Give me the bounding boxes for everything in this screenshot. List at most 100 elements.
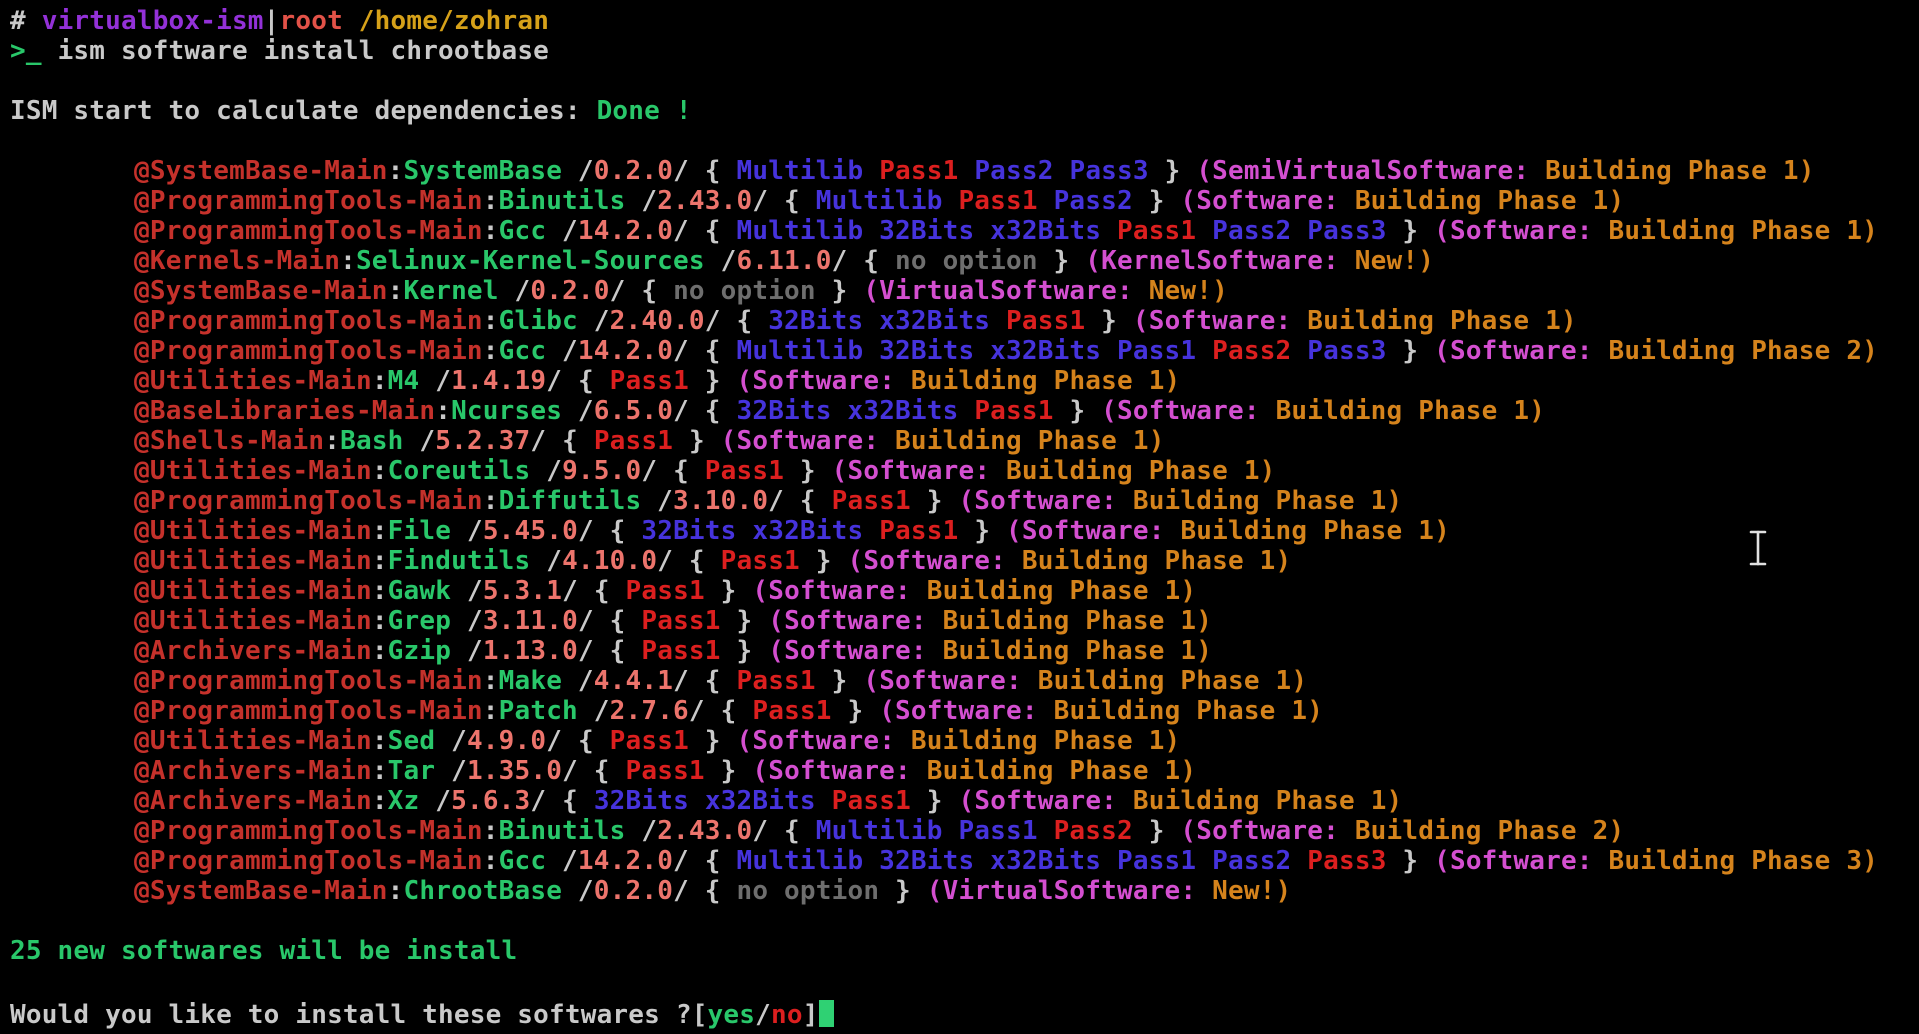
text-segment: >_: [10, 36, 42, 66]
text-segment: /: [419, 786, 452, 816]
text-segment: Pass1: [752, 696, 832, 726]
text-segment: (Software:: [958, 786, 1133, 816]
text-segment: /: [546, 366, 578, 396]
text-segment: [863, 156, 879, 186]
text-segment: :: [482, 816, 499, 846]
text-segment: Pass1: [879, 516, 959, 546]
package-line: @Utilities-Main:Gawk /5.3.1/ { Pass1 } (…: [10, 576, 1919, 606]
package-line: @ProgrammingTools-Main:Gcc /14.2.0/ { Mu…: [10, 846, 1919, 876]
text-segment: (Software:: [768, 636, 943, 666]
text-segment: :: [371, 606, 388, 636]
text-segment: Multilib: [736, 216, 864, 246]
text-segment: }: [815, 276, 864, 306]
text-segment: (Software:: [1180, 816, 1355, 846]
text-segment: /: [435, 726, 467, 756]
text-segment: (Software:: [1006, 516, 1181, 546]
text-segment: Tar: [387, 756, 436, 786]
text-segment: {: [609, 516, 642, 546]
text-segment: Building Phase 1): [942, 606, 1213, 636]
text-segment: Building Phase 1): [895, 426, 1165, 456]
text-segment: }: [1053, 396, 1102, 426]
text-segment: :: [482, 696, 499, 726]
text-segment: :: [482, 186, 499, 216]
summary-line: 25 new softwares will be install: [10, 936, 1919, 966]
text-segment: [1291, 216, 1307, 246]
text-segment: @Utilities-Main: [134, 726, 372, 756]
text-segment: @Utilities-Main: [134, 546, 372, 576]
text-segment: /: [609, 276, 642, 306]
text-segment: Multilib: [736, 156, 864, 186]
text-segment: /: [641, 486, 674, 516]
text-segment: Bash: [340, 426, 404, 456]
text-segment: [816, 786, 832, 816]
text-segment: }: [688, 726, 737, 756]
text-segment: }: [673, 426, 721, 456]
text-segment: Building Phase 1): [926, 576, 1197, 606]
text-segment: 9.5.0: [562, 456, 642, 486]
text-segment: /: [562, 876, 594, 906]
package-line: @Archivers-Main:Xz /5.6.3/ { 32Bits x32B…: [10, 786, 1919, 816]
text-segment: @Shells-Main: [134, 426, 325, 456]
text-segment: (KernelSoftware:: [1085, 246, 1355, 276]
text-segment: Building Phase 1): [1037, 666, 1308, 696]
text-segment: New!): [1148, 276, 1228, 306]
text-segment: Pass1: [609, 726, 689, 756]
text-segment: Pass2: [1053, 816, 1133, 846]
text-segment: ]: [802, 1000, 819, 1030]
text-segment: (Software:: [1180, 186, 1355, 216]
text-segment: {: [704, 846, 737, 876]
text-segment: [1038, 816, 1054, 846]
text-segment: SystemBase: [403, 156, 563, 186]
text-segment: /: [704, 306, 737, 336]
text-segment: :: [435, 396, 452, 426]
text-segment: |: [263, 6, 280, 36]
install-prompt-line[interactable]: Would you like to install these software…: [10, 996, 1919, 1030]
text-segment: 0.2.0: [593, 876, 674, 906]
text-segment: :: [371, 546, 388, 576]
blank-line: [10, 906, 1919, 936]
text-segment: {: [673, 456, 705, 486]
text-segment: Building Phase 1): [1132, 486, 1403, 516]
text-segment: Multilib: [736, 336, 864, 366]
text-segment: 32Bits: [879, 216, 975, 246]
text-segment: Gawk: [387, 576, 452, 606]
text-segment: [943, 186, 959, 216]
text-segment: [737, 516, 753, 546]
text-segment: 5.45.0: [482, 516, 578, 546]
text-segment: }: [688, 366, 737, 396]
text-segment: 32Bits: [879, 846, 975, 876]
text-segment: Pass1: [625, 756, 705, 786]
text-segment: /: [752, 186, 785, 216]
text-segment: Gcc: [498, 846, 547, 876]
text-segment: }: [1386, 846, 1435, 876]
blank-line: [10, 66, 1919, 96]
text-segment: {: [577, 726, 610, 756]
text-segment: }: [1148, 156, 1197, 186]
text-segment: 2.40.0: [609, 306, 705, 336]
text-segment: :: [324, 426, 341, 456]
text-segment: Pass1: [831, 486, 911, 516]
text-segment: @SystemBase-Main: [134, 876, 388, 906]
text-segment: Xz: [387, 786, 420, 816]
text-segment: Glibc: [498, 306, 578, 336]
text-segment: [863, 846, 879, 876]
text-segment: @ProgrammingTools-Main: [134, 816, 483, 846]
text-segment: }: [704, 576, 753, 606]
text-segment: /: [673, 876, 705, 906]
text-segment: /: [577, 516, 610, 546]
text-segment: @ProgrammingTools-Main: [134, 186, 483, 216]
text-segment: [689, 786, 705, 816]
text-segment: @Kernels-Main: [134, 246, 341, 276]
text-segment: [974, 846, 990, 876]
text-segment: Building Phase 1): [910, 366, 1181, 396]
text-segment: Building Phase 1): [1180, 516, 1450, 546]
text-segment: /: [831, 246, 864, 276]
text-segment: /: [562, 576, 594, 606]
text-segment: /: [577, 606, 610, 636]
text-segment: Pass1: [625, 576, 705, 606]
text-segment: {: [688, 546, 721, 576]
text-segment: no: [770, 1000, 803, 1030]
text-segment: (Software:: [1434, 336, 1609, 366]
text-segment: Binutils: [498, 816, 626, 846]
